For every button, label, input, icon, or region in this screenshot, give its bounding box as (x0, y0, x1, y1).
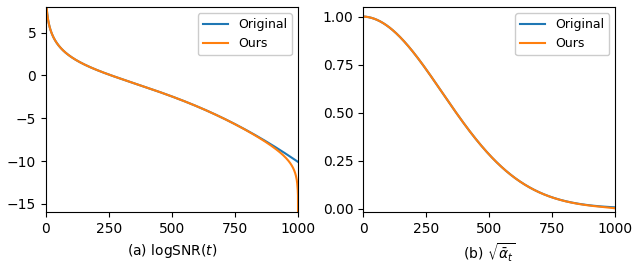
Line: Ours: Ours (46, 0, 298, 271)
Ours (359, 15, 367, 18)
Ours (239, 127, 246, 130)
Ours (599, 205, 607, 209)
Ours (565, 201, 573, 204)
Original (556, 198, 564, 201)
Legend: Original, Ours: Original, Ours (515, 13, 609, 56)
Original (294, 160, 302, 164)
Legend: Original, Ours: Original, Ours (198, 13, 292, 56)
Ours (612, 207, 620, 210)
Ours (248, 132, 255, 135)
Ours (556, 198, 564, 201)
Original (582, 203, 590, 207)
Ours (58, 47, 65, 50)
Ours (375, 19, 383, 22)
Original (248, 131, 255, 135)
X-axis label: (b) $\sqrt{\bar{\alpha}_t}$: (b) $\sqrt{\bar{\alpha}_t}$ (463, 242, 516, 264)
Ours (265, 143, 273, 146)
X-axis label: (a) logSNR$(t)$: (a) logSNR$(t)$ (127, 242, 217, 260)
Line: Original: Original (46, 0, 298, 162)
Ours (582, 204, 590, 207)
Original (565, 200, 573, 204)
Line: Ours: Ours (363, 17, 616, 209)
Original (93, 69, 101, 72)
Line: Original: Original (363, 17, 616, 207)
Original (599, 205, 607, 208)
Ours (93, 69, 101, 72)
Ours (411, 52, 419, 55)
Original (375, 19, 383, 22)
Original (58, 47, 65, 50)
Original (612, 206, 620, 209)
Original (359, 15, 367, 18)
Original (411, 52, 419, 55)
Original (239, 126, 246, 130)
Ours (282, 156, 290, 160)
Original (265, 141, 273, 145)
Original (282, 152, 290, 155)
